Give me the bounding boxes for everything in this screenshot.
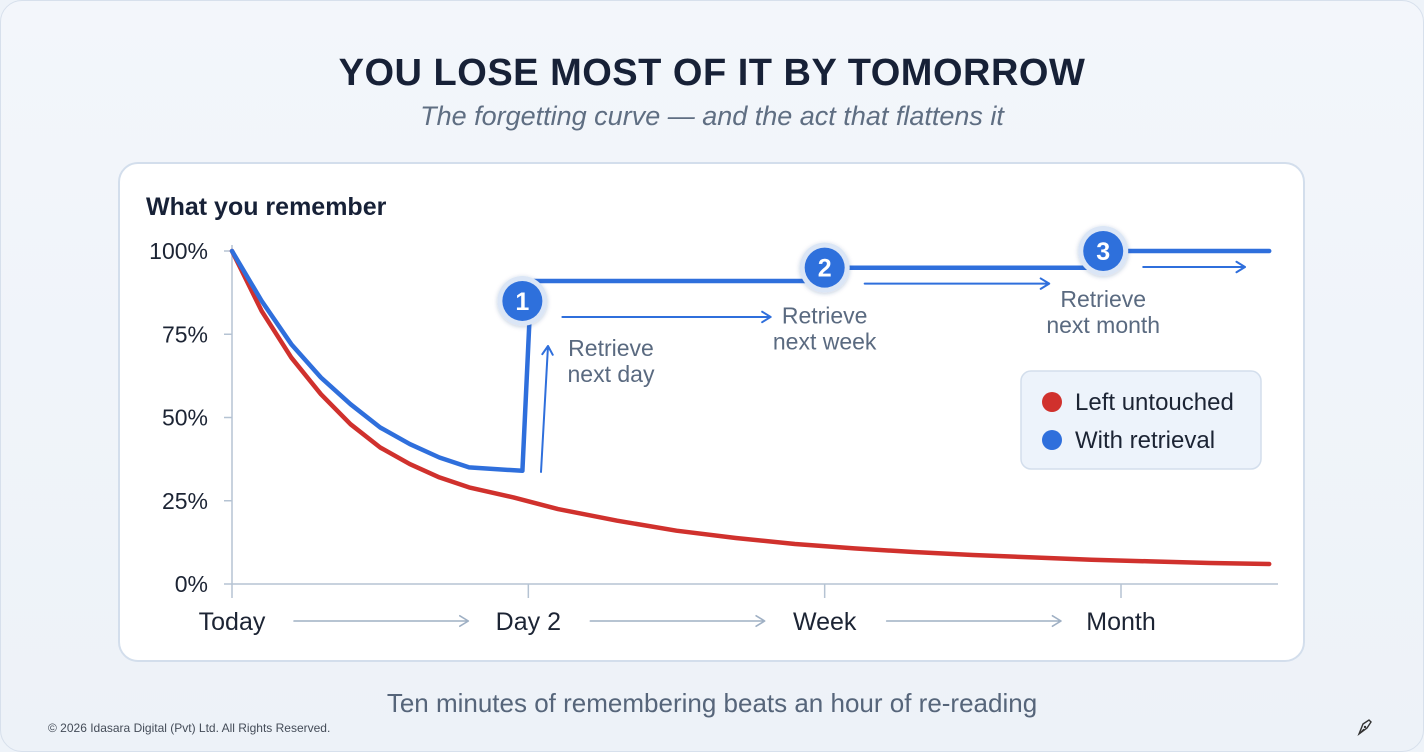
legend: Left untouched With retrieval bbox=[1020, 370, 1262, 470]
x-tick-label: Month bbox=[1086, 608, 1155, 636]
y-axis-label: What you remember bbox=[146, 193, 387, 221]
retrieval-marker-dot bbox=[804, 247, 845, 288]
retrieval-label: next month bbox=[1046, 312, 1160, 338]
page-subtitle: The forgetting curve — and the act that … bbox=[420, 101, 1004, 131]
retrieval-marker-1: 1 bbox=[497, 275, 548, 326]
retrieval-marker-3: 3 bbox=[1078, 226, 1129, 276]
legend-label: With retrieval bbox=[1075, 427, 1215, 454]
y-tick-label: 25% bbox=[162, 488, 208, 514]
retrieval-label: next week bbox=[773, 329, 877, 355]
retrieval-marker-2: 2 bbox=[799, 242, 850, 293]
series-line-with-retrieval bbox=[229, 248, 1272, 474]
x-tick-label: Week bbox=[793, 608, 857, 636]
legend-swatch bbox=[1042, 392, 1062, 412]
retrieval-marker-number: 2 bbox=[818, 255, 832, 283]
boost-arrow bbox=[540, 345, 554, 473]
retrieval-arrow bbox=[863, 277, 1051, 290]
retrieval-label: Retrieve bbox=[568, 335, 654, 361]
retrieval-label: Retrieve bbox=[1060, 286, 1146, 312]
retrieval-marker-dot bbox=[502, 280, 543, 321]
copyright-notice: © 2026 Idasara Digital (Pvt) Ltd. All Ri… bbox=[48, 721, 331, 735]
y-tick-label: 0% bbox=[175, 571, 208, 597]
legend-label: Left untouched bbox=[1075, 389, 1234, 416]
x-tick-label: Day 2 bbox=[496, 608, 561, 636]
timeline-arrow bbox=[885, 614, 1062, 628]
retrieval-label: next day bbox=[568, 361, 655, 387]
y-tick-label: 50% bbox=[162, 405, 208, 431]
retrieval-arrow bbox=[1142, 260, 1246, 274]
series-line-left-untouched bbox=[229, 248, 1272, 567]
retrieval-marker-number: 3 bbox=[1096, 238, 1110, 266]
timeline-arrow bbox=[589, 614, 766, 628]
y-tick-label: 75% bbox=[162, 321, 208, 347]
retrieval-marker-dot bbox=[1083, 231, 1124, 271]
y-tick-label: 100% bbox=[149, 238, 208, 264]
retrieval-arrow bbox=[561, 310, 772, 324]
retrieval-label: Retrieve bbox=[782, 303, 868, 329]
pen-nib-icon bbox=[1357, 719, 1372, 737]
tagline: Ten minutes of remembering beats an hour… bbox=[386, 688, 1038, 718]
page-title: YOU LOSE MOST OF IT BY TOMORROW bbox=[338, 52, 1086, 94]
legend-swatch bbox=[1042, 430, 1062, 450]
x-tick-label: Today bbox=[199, 608, 266, 636]
timeline-arrow bbox=[293, 614, 470, 628]
retrieval-marker-number: 1 bbox=[515, 288, 529, 316]
